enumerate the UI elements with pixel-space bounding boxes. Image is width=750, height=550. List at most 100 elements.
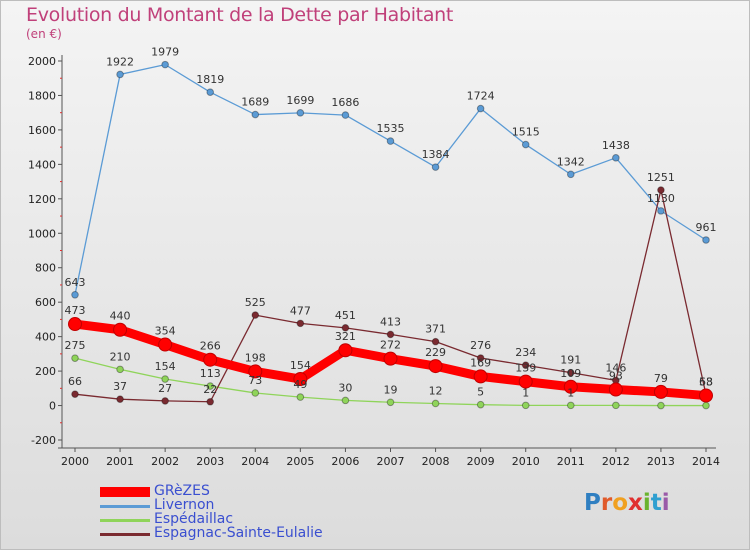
logo-letter: r xyxy=(600,490,613,516)
data-point xyxy=(566,401,575,410)
data-label: 354 xyxy=(155,325,176,338)
data-point xyxy=(341,396,350,405)
data-label: 266 xyxy=(200,340,221,353)
data-label: 321 xyxy=(335,330,356,343)
data-label: 477 xyxy=(290,304,311,317)
data-point xyxy=(386,330,395,339)
data-point xyxy=(521,401,530,410)
data-point xyxy=(71,354,79,362)
data-point xyxy=(71,390,79,398)
series-line-livernon xyxy=(74,63,707,296)
data-label: 229 xyxy=(425,346,446,359)
data-label: 198 xyxy=(245,351,266,364)
data-point xyxy=(161,397,169,405)
data-label: 1686 xyxy=(331,96,359,109)
data-label: 12 xyxy=(429,384,443,397)
data-point xyxy=(476,104,485,113)
logo-letter: i xyxy=(642,490,651,516)
data-point xyxy=(383,351,398,366)
chart-subtitle: (en €) xyxy=(26,27,62,41)
data-label: 1 xyxy=(522,386,529,399)
data-point xyxy=(248,364,263,379)
data-label: 1515 xyxy=(512,126,540,139)
data-point xyxy=(296,393,305,401)
proxiti-logo: Proxiti xyxy=(584,490,670,516)
data-label: 473 xyxy=(65,304,86,317)
data-label: 58 xyxy=(699,376,713,389)
data-label: 113 xyxy=(200,367,221,380)
data-label: 961 xyxy=(696,221,717,234)
data-point xyxy=(657,401,665,410)
data-point xyxy=(566,368,575,377)
y-tick-label: 2000 xyxy=(28,55,56,68)
data-label: 1251 xyxy=(647,171,675,184)
data-point xyxy=(296,319,305,328)
data-label: 276 xyxy=(470,339,491,352)
y-tick-label: 400 xyxy=(35,331,56,344)
data-point xyxy=(702,236,710,244)
data-point xyxy=(68,317,82,332)
y-tick-label: -200 xyxy=(31,434,56,447)
data-label: 1 xyxy=(567,386,574,399)
data-label: 154 xyxy=(155,360,176,373)
data-label: 371 xyxy=(425,323,446,336)
x-tick-label: 2007 xyxy=(377,455,405,468)
data-point xyxy=(431,337,440,346)
data-label: 210 xyxy=(110,350,131,363)
data-point xyxy=(428,359,443,374)
data-point xyxy=(476,354,485,362)
data-point xyxy=(657,207,665,215)
data-point xyxy=(653,384,668,399)
logo-letter: i xyxy=(661,490,670,516)
data-label: 440 xyxy=(110,310,131,323)
data-label: 1130 xyxy=(647,192,675,205)
data-label: 49 xyxy=(293,378,307,391)
legend-label: GRèZES xyxy=(154,483,210,499)
data-label: 1535 xyxy=(377,122,405,135)
data-label: 63 xyxy=(699,376,713,389)
data-point xyxy=(386,398,395,407)
data-point xyxy=(386,137,395,145)
data-point xyxy=(116,365,124,374)
data-point xyxy=(341,324,350,332)
data-label: 146 xyxy=(605,361,626,374)
y-tick-label: 1200 xyxy=(28,193,56,206)
y-tick-label: 600 xyxy=(35,296,56,309)
data-point xyxy=(293,372,308,387)
logo-letter: o xyxy=(612,490,629,516)
y-tick-label: 1600 xyxy=(28,124,56,137)
data-label: 275 xyxy=(65,339,86,352)
data-label: 525 xyxy=(245,296,266,309)
data-label: 1689 xyxy=(241,96,269,109)
data-label: 19 xyxy=(384,383,398,396)
data-label: 643 xyxy=(65,276,86,289)
data-point xyxy=(566,170,575,179)
x-tick-label: 2005 xyxy=(286,455,314,468)
data-point xyxy=(251,110,260,119)
data-label: 1384 xyxy=(422,148,450,161)
logo-letter: P xyxy=(584,490,601,516)
data-point xyxy=(296,109,305,117)
data-point xyxy=(116,395,124,403)
x-tick-label: 2000 xyxy=(61,455,89,468)
data-point xyxy=(158,337,173,352)
x-tick-label: 2010 xyxy=(512,455,540,468)
y-tick-label: 1400 xyxy=(28,158,56,171)
data-label: 22 xyxy=(203,383,217,396)
data-label: 1438 xyxy=(602,139,630,152)
data-point xyxy=(251,311,260,319)
data-point xyxy=(203,352,218,367)
legend-label: Espédaillac xyxy=(154,511,234,527)
data-label: 66 xyxy=(68,375,82,388)
x-tick-label: 2012 xyxy=(602,455,630,468)
x-tick-label: 2014 xyxy=(692,455,720,468)
x-tick-label: 2004 xyxy=(241,455,269,468)
data-point xyxy=(341,111,350,119)
legend-swatch xyxy=(100,504,150,508)
data-label: 272 xyxy=(380,339,401,352)
data-label: 1922 xyxy=(106,55,134,68)
logo-letter: x xyxy=(628,490,643,516)
data-point xyxy=(116,70,124,79)
data-label: 451 xyxy=(335,309,356,322)
